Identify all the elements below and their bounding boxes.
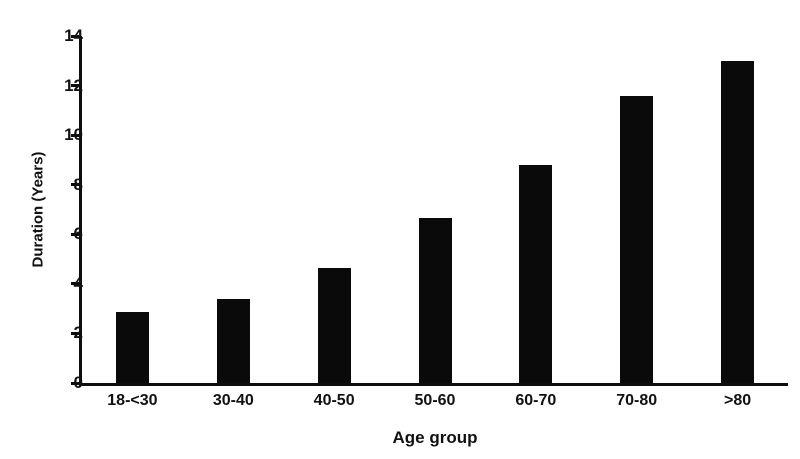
y-axis-tick-label: 14 (64, 26, 83, 45)
y-axis-tick (71, 84, 79, 88)
y-axis-tick-label: 8 (73, 174, 83, 194)
y-axis-tick (71, 232, 79, 236)
x-axis-title: Age group (392, 428, 478, 447)
y-axis-tick (71, 282, 79, 286)
y-axis-line (79, 36, 82, 386)
x-axis-tick-label: >80 (723, 392, 752, 409)
y-axis-tick (71, 183, 79, 187)
bar-60-70 (519, 164, 553, 383)
bar-40-50 (317, 267, 351, 383)
y-axis-tick-label: 6 (73, 224, 83, 244)
bar-50-60 (418, 218, 452, 383)
x-axis-tick-label: 60-70 (515, 392, 557, 409)
x-axis-tick-label: 50-60 (414, 392, 456, 409)
y-axis-tick-label: 4 (73, 273, 83, 293)
plot-area: 18-<30 30-40 40-50 50-60 60-70 70-80 >80 (71, 34, 788, 409)
x-axis-tick-label: 40-50 (313, 392, 355, 409)
y-axis-tick (71, 34, 79, 38)
y-axis-tick-label: 0 (73, 373, 83, 392)
y-axis-tick (71, 331, 79, 335)
bar-70-80 (620, 95, 654, 383)
x-axis-tick-label: 30-40 (212, 392, 254, 409)
x-axis-tick-label: 70-80 (616, 392, 658, 409)
bar-30-40 (216, 298, 250, 383)
x-axis-tick-label: 18-<30 (107, 392, 158, 409)
x-axis-line (79, 383, 788, 386)
y-axis-tick-label: 2 (73, 323, 83, 343)
bar-18-<30 (115, 312, 149, 383)
y-axis-tick (71, 133, 79, 137)
bar->80 (721, 60, 755, 383)
y-axis-tick (71, 381, 79, 385)
y-axis-tick-label: 12 (64, 75, 83, 95)
y-axis-tick-label: 10 (64, 125, 83, 145)
